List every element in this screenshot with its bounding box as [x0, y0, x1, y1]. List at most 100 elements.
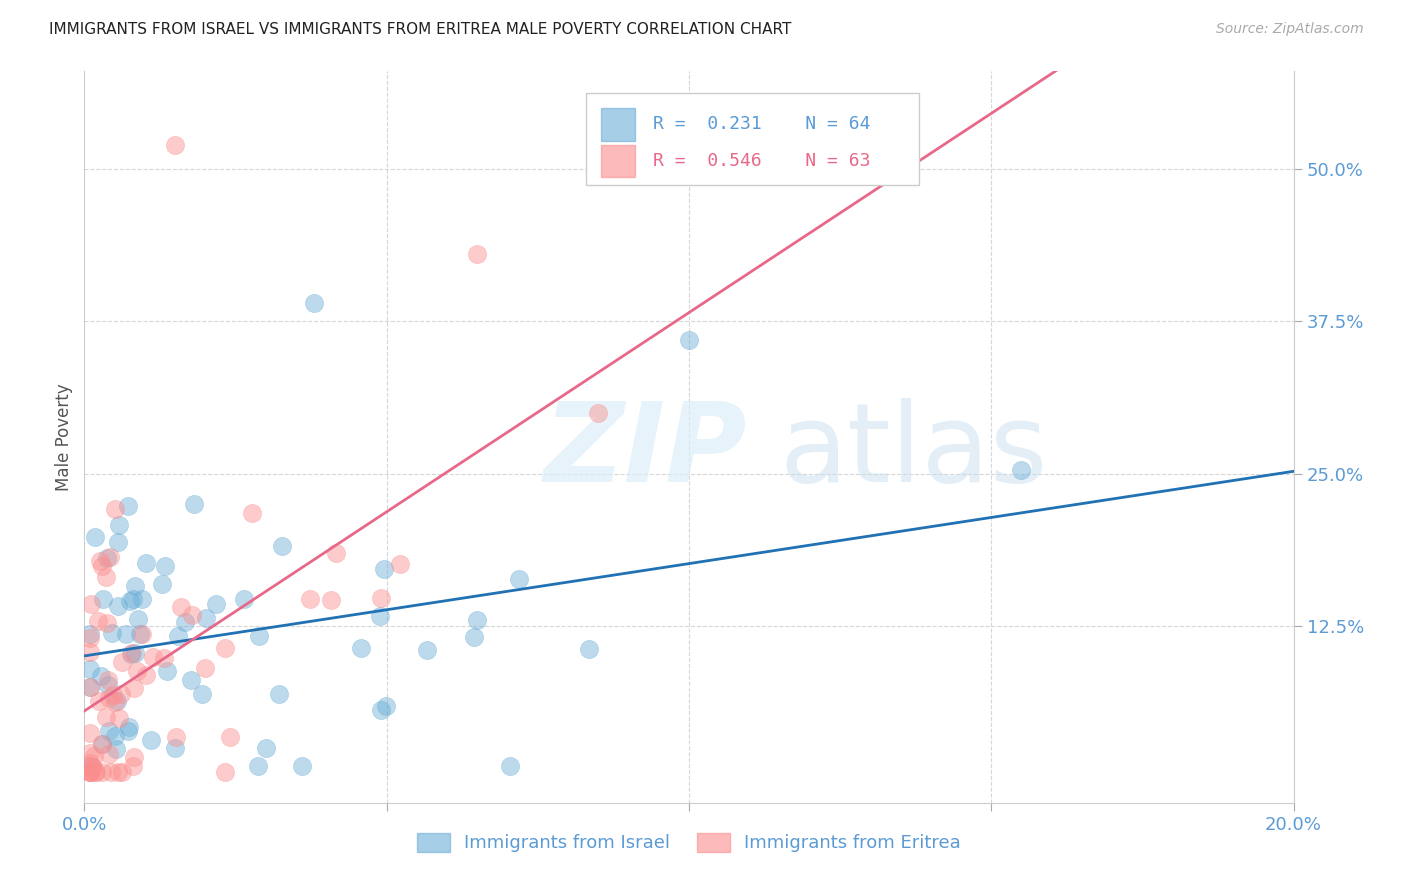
Point: [165, 137, 187, 152]
Point: [90, 737, 112, 751]
Point: [370, 591, 392, 606]
Point: [84, 765, 107, 780]
Point: [84, 765, 107, 780]
Point: [79, 759, 101, 773]
Point: [89, 554, 111, 568]
Point: [214, 765, 236, 780]
Point: [321, 593, 343, 607]
Point: [98, 549, 121, 564]
Point: [165, 740, 187, 755]
Point: [97, 747, 120, 761]
Point: [79, 747, 101, 761]
Point: [79, 680, 101, 694]
Point: [80, 597, 103, 611]
Point: [83, 748, 105, 763]
Text: ZIP: ZIP: [544, 398, 748, 505]
Point: [127, 664, 149, 678]
Point: [150, 577, 173, 591]
Text: Source: ZipAtlas.com: Source: ZipAtlas.com: [1216, 22, 1364, 37]
Point: [90, 765, 112, 780]
Legend: Immigrants from Israel, Immigrants from Eritrea: Immigrants from Israel, Immigrants from …: [411, 826, 967, 860]
Point: [94, 570, 117, 584]
Point: [104, 695, 127, 709]
Point: [499, 759, 522, 773]
Point: [80, 759, 103, 773]
Point: [107, 694, 129, 708]
Point: [79, 680, 101, 694]
Point: [165, 730, 187, 744]
Point: [79, 765, 101, 780]
Point: [183, 497, 205, 511]
Point: [115, 627, 138, 641]
Text: atlas: atlas: [780, 398, 1047, 505]
Text: R =  0.546    N = 63: R = 0.546 N = 63: [652, 152, 870, 170]
Point: [174, 615, 197, 629]
Point: [120, 594, 142, 608]
Point: [96, 616, 118, 631]
Point: [247, 629, 270, 643]
Point: [111, 765, 134, 780]
Point: [104, 729, 127, 743]
Point: [299, 591, 322, 606]
Point: [107, 599, 129, 613]
Point: [233, 592, 256, 607]
Point: [142, 650, 165, 665]
Point: [302, 296, 325, 310]
Point: [104, 502, 127, 516]
Point: [111, 655, 134, 669]
Point: [79, 645, 101, 659]
Point: [1011, 463, 1033, 477]
Point: [101, 688, 124, 702]
Point: [91, 559, 114, 574]
Point: [98, 690, 121, 705]
Point: [135, 556, 157, 570]
Point: [508, 572, 530, 586]
Point: [93, 592, 115, 607]
Point: [325, 546, 347, 560]
Point: [124, 579, 146, 593]
Point: [181, 607, 204, 622]
Point: [166, 629, 188, 643]
Point: [79, 756, 101, 771]
Point: [205, 597, 228, 611]
Point: [124, 646, 146, 660]
Point: [131, 591, 153, 606]
Point: [121, 646, 143, 660]
Point: [96, 551, 118, 566]
Point: [100, 765, 122, 780]
Point: [194, 661, 217, 675]
Point: [463, 630, 485, 644]
Point: [97, 673, 120, 687]
Point: [131, 627, 153, 641]
Point: [120, 647, 142, 661]
Point: [79, 765, 101, 780]
Point: [350, 640, 373, 655]
Point: [153, 650, 176, 665]
Point: [678, 333, 700, 347]
FancyBboxPatch shape: [600, 108, 634, 141]
Text: IMMIGRANTS FROM ISRAEL VS IMMIGRANTS FROM ERITREA MALE POVERTY CORRELATION CHART: IMMIGRANTS FROM ISRAEL VS IMMIGRANTS FRO…: [49, 22, 792, 37]
Point: [291, 759, 314, 773]
Point: [270, 539, 292, 553]
Text: R =  0.231    N = 64: R = 0.231 N = 64: [652, 115, 870, 134]
Point: [191, 687, 214, 701]
Point: [97, 678, 120, 692]
Point: [267, 687, 290, 701]
Point: [180, 673, 202, 687]
Point: [467, 613, 489, 627]
Point: [368, 609, 391, 624]
Point: [96, 710, 118, 724]
Point: [117, 499, 139, 513]
Point: [90, 669, 112, 683]
Point: [135, 667, 157, 681]
Point: [129, 627, 152, 641]
Point: [108, 517, 131, 532]
Point: [170, 600, 193, 615]
Point: [389, 557, 412, 571]
Point: [588, 406, 610, 420]
Point: [122, 681, 145, 696]
Point: [254, 740, 277, 755]
Point: [122, 750, 145, 764]
Point: [90, 738, 112, 752]
Point: [139, 733, 162, 747]
